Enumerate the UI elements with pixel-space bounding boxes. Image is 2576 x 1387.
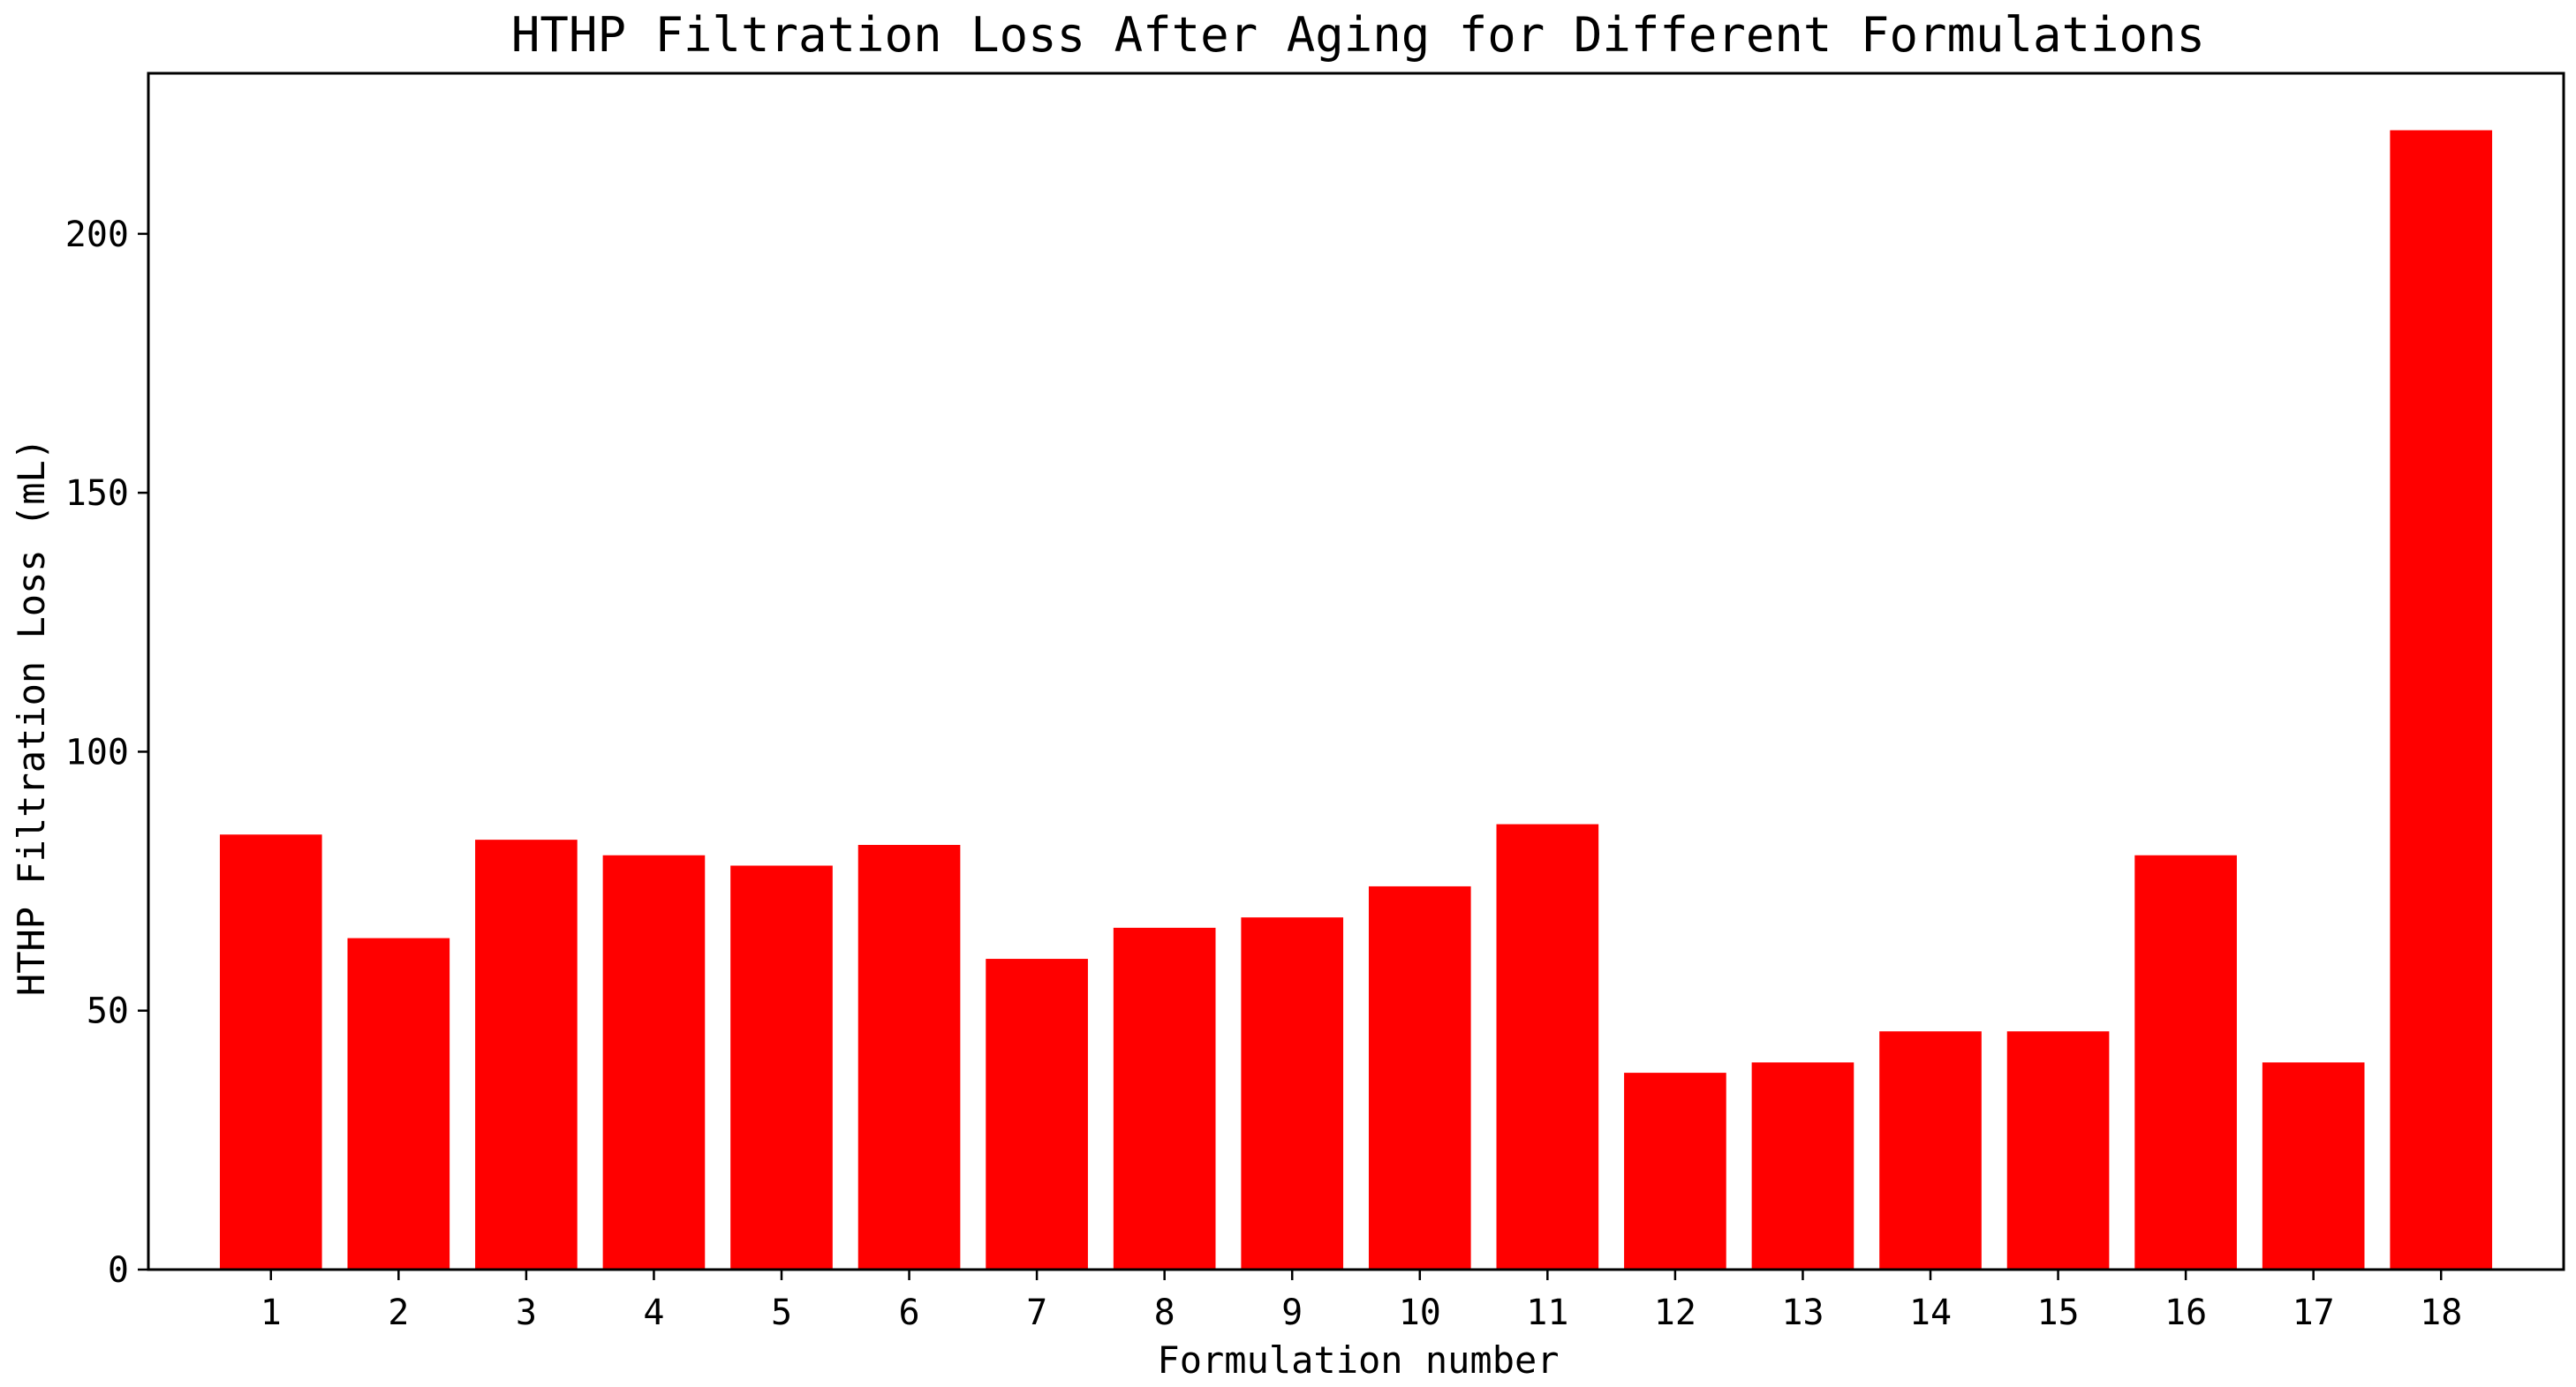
bar-9: [1241, 917, 1344, 1270]
y-tick-label: 100: [65, 732, 129, 773]
bar-1: [219, 834, 322, 1270]
x-tick-label: 1: [261, 1293, 282, 1333]
bar-14: [1879, 1031, 1982, 1270]
bar-8: [1113, 927, 1216, 1270]
chart-title: HTHP Filtration Loss After Aging for Dif…: [511, 7, 2205, 63]
x-tick-label: 17: [2293, 1293, 2335, 1333]
y-axis: 0 50 100 150 200: [65, 215, 148, 1291]
bar-4: [602, 855, 706, 1270]
bar-2: [347, 938, 450, 1270]
x-tick-label: 9: [1281, 1293, 1303, 1333]
x-tick-label: 13: [1781, 1293, 1824, 1333]
bar-6: [857, 845, 961, 1270]
bar-13: [1751, 1062, 1855, 1270]
bars-group: [219, 130, 2493, 1270]
x-tick-label: 7: [1026, 1293, 1047, 1333]
x-tick-label: 15: [2036, 1293, 2079, 1333]
bar-18: [2390, 130, 2493, 1270]
x-tick-label: 2: [388, 1293, 409, 1333]
x-tick-label: 11: [1526, 1293, 1568, 1333]
x-tick-label: 8: [1154, 1293, 1175, 1333]
x-tick-label: 5: [771, 1293, 792, 1333]
x-tick-label: 16: [2164, 1293, 2207, 1333]
bar-15: [2006, 1031, 2110, 1270]
x-axis-title: Formulation number: [1157, 1338, 1559, 1382]
y-tick-label: 150: [65, 473, 129, 514]
x-tick-label: 10: [1399, 1293, 1441, 1333]
y-axis-title: HTHP Filtration Loss (mL): [10, 438, 53, 996]
bar-3: [475, 840, 578, 1270]
x-tick-label: 14: [1909, 1293, 1952, 1333]
bar-5: [730, 865, 833, 1270]
bar-12: [1624, 1073, 1726, 1270]
bar-17: [2262, 1062, 2365, 1270]
bar-16: [2134, 855, 2237, 1270]
x-tick-label: 12: [1654, 1293, 1696, 1333]
x-tick-label: 6: [899, 1293, 920, 1333]
bar-10: [1368, 886, 1471, 1270]
x-tick-label: 3: [516, 1293, 537, 1333]
plot-frame: [147, 72, 2565, 1271]
x-tick-label: 4: [643, 1293, 664, 1333]
x-axis: 1 2 3 4 5 6 7 8 9 10 11 12 13 14 15 16 17 18: [261, 1270, 2462, 1333]
y-tick-label: 0: [108, 1250, 129, 1291]
bar-7: [986, 959, 1088, 1270]
y-tick-label: 200: [65, 215, 129, 255]
bar-11: [1496, 824, 1599, 1270]
x-tick-label: 18: [2420, 1293, 2462, 1333]
y-tick-label: 50: [87, 991, 129, 1032]
